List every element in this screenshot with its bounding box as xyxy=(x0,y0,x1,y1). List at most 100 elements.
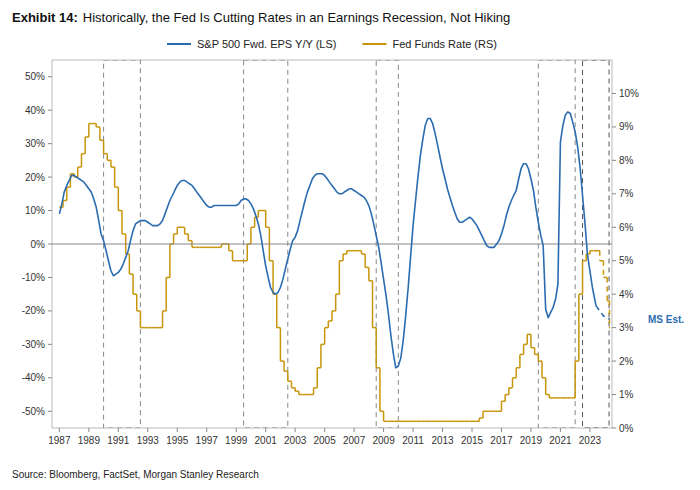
step-segment xyxy=(457,421,461,423)
step-segment xyxy=(398,421,402,423)
y2-tick-label: 7% xyxy=(619,188,634,199)
y2-tick xyxy=(612,126,616,127)
step-segment xyxy=(402,421,406,423)
x-tick xyxy=(265,428,266,432)
series xyxy=(596,251,609,328)
x-tick-label: 2005 xyxy=(314,435,337,446)
title: Exhibit 14: xyxy=(12,10,78,25)
x-tick-label: 1991 xyxy=(107,435,130,446)
annotation: MS Est. xyxy=(648,314,684,325)
x-tick xyxy=(354,428,355,432)
step-segment xyxy=(199,247,203,249)
y2-tick xyxy=(612,428,616,429)
y2-tick-label: 2% xyxy=(619,356,634,367)
y2-tick-label: 10% xyxy=(619,88,639,99)
y2-tick-label: 3% xyxy=(619,322,634,333)
x-tick xyxy=(560,428,561,432)
step-segment xyxy=(439,421,443,423)
y2-tick xyxy=(612,93,616,94)
x-tick-label: 1993 xyxy=(137,435,160,446)
x-tick xyxy=(118,428,119,432)
step-segment xyxy=(409,421,413,423)
step-segment xyxy=(431,421,435,423)
step-segment xyxy=(494,411,498,413)
source: Source: Bloomberg, FactSet, Morgan Stanl… xyxy=(12,469,259,480)
x-tick xyxy=(442,428,443,432)
y-tick-label: -10% xyxy=(22,272,45,283)
y-tick xyxy=(48,143,52,144)
y2-tick-label: 0% xyxy=(619,423,634,434)
plot-area xyxy=(52,60,612,428)
step-segment xyxy=(151,327,155,329)
step-segment xyxy=(144,327,148,329)
y2-tick xyxy=(612,394,616,395)
chart: Exhibit 14:Historically, the Fed Is Cutt… xyxy=(0,0,700,490)
x-tick xyxy=(501,428,502,432)
legend-swatch xyxy=(167,43,191,45)
y-tick xyxy=(48,244,52,245)
step-segment xyxy=(560,397,564,399)
x-tick-label: 1987 xyxy=(48,435,71,446)
y2-tick xyxy=(612,227,616,228)
y2-tick xyxy=(612,361,616,362)
x-tick xyxy=(530,428,531,432)
step-segment xyxy=(465,421,469,423)
x-tick xyxy=(295,428,296,432)
y-tick-label: -40% xyxy=(22,372,45,383)
step-segment xyxy=(306,394,310,396)
step-segment xyxy=(446,421,450,423)
y-tick xyxy=(48,310,52,311)
x-tick-label: 2001 xyxy=(255,435,278,446)
x-tick-label: 1995 xyxy=(166,435,189,446)
step-segment xyxy=(391,421,395,423)
step-segment xyxy=(594,250,597,252)
y2-tick-label: 4% xyxy=(619,289,634,300)
step-segment xyxy=(568,397,572,399)
step-segment xyxy=(155,327,159,329)
x-tick-label: 2013 xyxy=(431,435,454,446)
legend-label: Fed Funds Rate (RS) xyxy=(392,38,497,50)
x-tick xyxy=(324,428,325,432)
step-segment xyxy=(564,397,568,399)
x-tick-label: 2019 xyxy=(520,435,543,446)
y-tick-label: 50% xyxy=(25,71,45,82)
y-tick xyxy=(48,76,52,77)
legend: S&P 500 Fwd. EPS Y/Y (LS)Fed Funds Rate … xyxy=(167,38,497,50)
series xyxy=(59,124,596,422)
step-segment xyxy=(350,250,354,252)
y-tick-label: 30% xyxy=(25,138,45,149)
x-tick-label: 2007 xyxy=(343,435,366,446)
step-segment xyxy=(490,411,494,413)
y2-tick xyxy=(612,160,616,161)
x-tick xyxy=(59,428,60,432)
step-segment xyxy=(207,247,211,249)
step-segment xyxy=(420,421,424,423)
step-segment xyxy=(454,421,458,423)
step-segment xyxy=(148,327,152,329)
y-tick-label: 40% xyxy=(25,105,45,116)
y2-tick xyxy=(612,193,616,194)
step-segment xyxy=(240,260,244,262)
x-tick-label: 1997 xyxy=(196,435,219,446)
x-tick xyxy=(413,428,414,432)
step-segment xyxy=(203,247,207,249)
line xyxy=(596,306,609,319)
series xyxy=(596,306,609,319)
step-segment xyxy=(417,421,421,423)
y-tick-label: 0% xyxy=(31,239,46,250)
y-tick-label: -30% xyxy=(22,339,45,350)
y-tick xyxy=(48,277,52,278)
step-segment xyxy=(387,421,391,423)
step-segment xyxy=(236,260,240,262)
step-segment xyxy=(553,397,557,399)
legend-item: Fed Funds Rate (RS) xyxy=(362,38,497,50)
y-tick-label: -50% xyxy=(22,406,45,417)
step-segment xyxy=(443,421,447,423)
x-tick xyxy=(383,428,384,432)
y2-tick-label: 9% xyxy=(619,121,634,132)
line xyxy=(59,112,596,368)
y-tick xyxy=(48,177,52,178)
x-tick xyxy=(177,428,178,432)
step-segment xyxy=(461,421,465,423)
x-tick xyxy=(589,428,590,432)
